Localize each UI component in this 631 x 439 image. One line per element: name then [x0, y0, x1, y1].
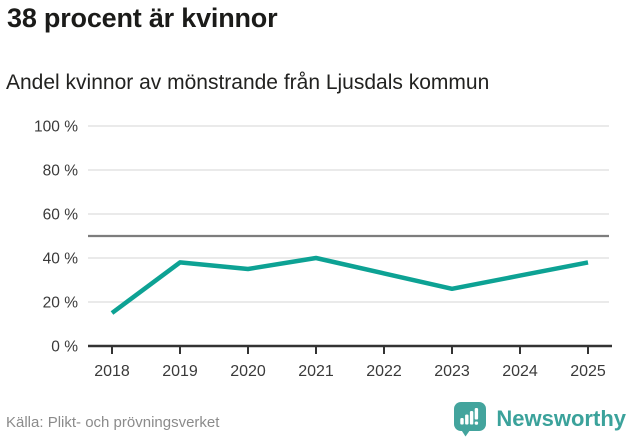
newsworthy-logo: Newsworthy	[453, 401, 626, 437]
svg-text:2019: 2019	[162, 363, 198, 380]
svg-text:0 %: 0 %	[51, 339, 78, 356]
svg-text:100 %: 100 %	[34, 119, 78, 136]
svg-text:2023: 2023	[434, 363, 470, 380]
svg-text:40 %: 40 %	[43, 251, 79, 268]
newsworthy-logo-text: Newsworthy	[496, 406, 626, 431]
svg-text:2024: 2024	[502, 363, 538, 380]
svg-text:60 %: 60 %	[43, 207, 79, 224]
svg-text:2025: 2025	[570, 363, 606, 380]
svg-text:20 %: 20 %	[43, 295, 79, 312]
chart-subtitle: Andel kvinnor av mönstrande från Ljusdal…	[6, 71, 490, 94]
newsworthy-logo-icon	[454, 402, 487, 437]
svg-text:80 %: 80 %	[43, 163, 79, 180]
svg-text:2018: 2018	[94, 363, 130, 380]
svg-text:2020: 2020	[230, 363, 266, 380]
source-note: Källa: Plikt- och prövningsverket	[6, 414, 220, 431]
chart-title: 38 procent är kvinnor	[7, 3, 278, 33]
svg-text:2021: 2021	[298, 363, 334, 380]
line-chart: 0 % 20 % 40 % 60 % 80 % 100 % 2018 2019 2020 2021…	[34, 119, 612, 380]
svg-text:2022: 2022	[366, 363, 402, 380]
